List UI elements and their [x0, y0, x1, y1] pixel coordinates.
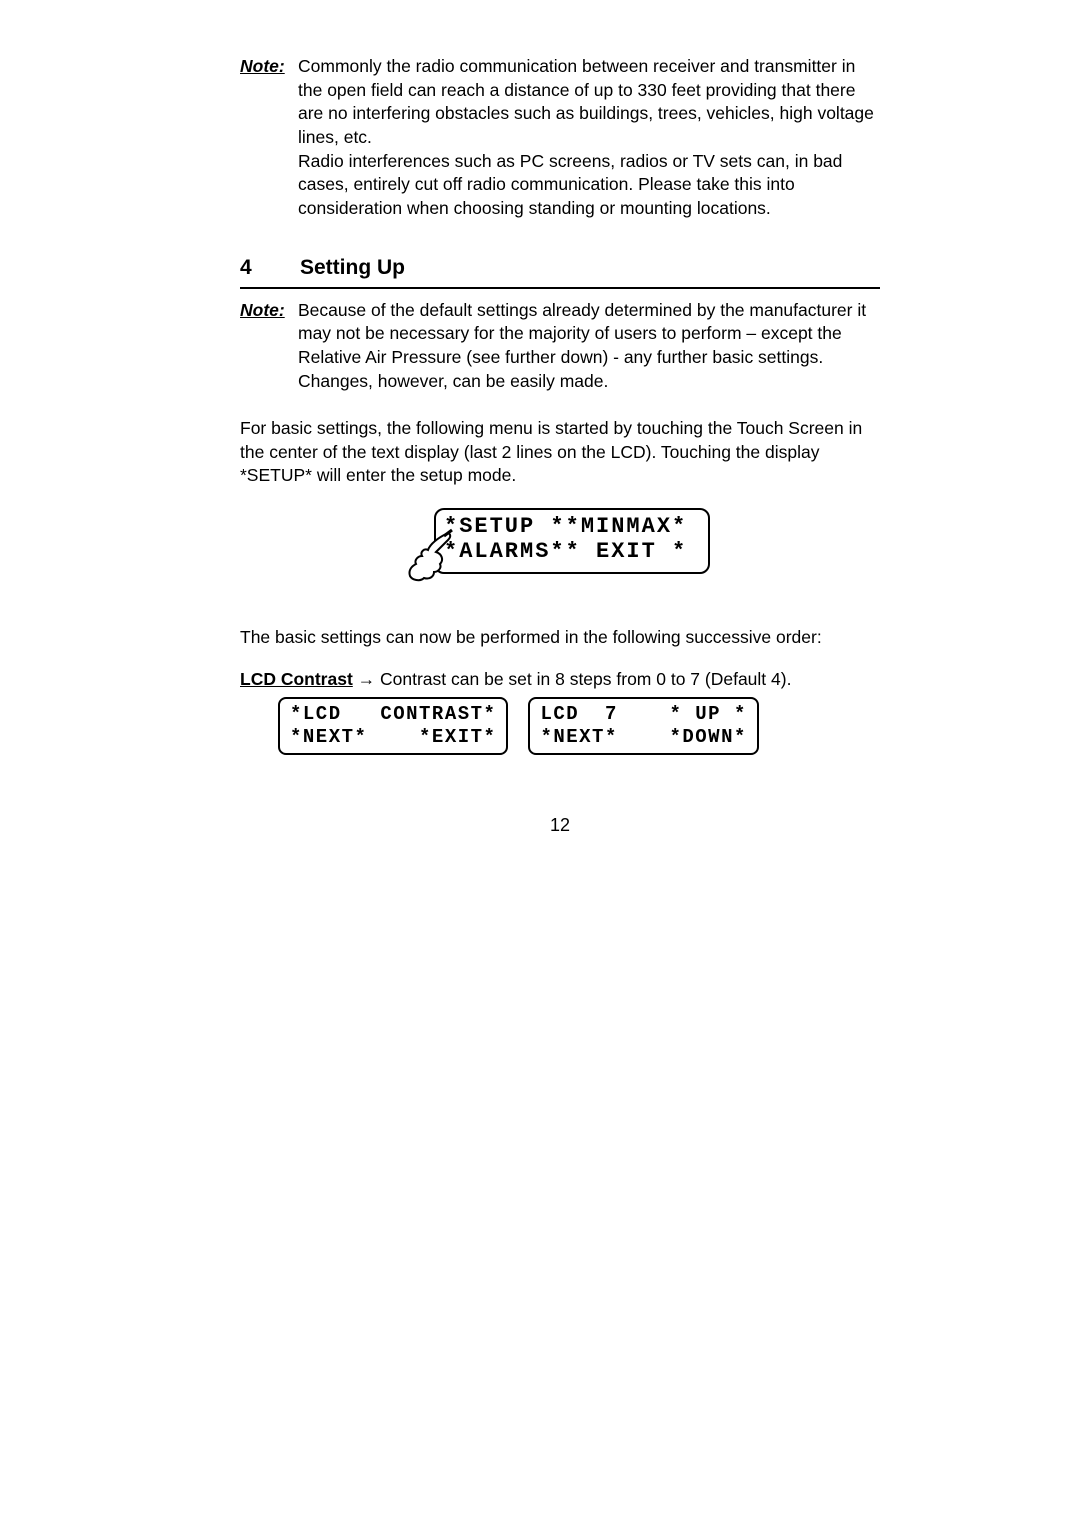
section-number: 4 — [240, 254, 300, 282]
lcd-right-line1: LCD 7 * UP * — [540, 703, 746, 726]
lcd-small-left: *LCD CONTRAST* *NEXT* *EXIT* — [278, 697, 508, 755]
section-underline — [240, 287, 880, 289]
lcd-main-line1: *SETUP **MINMAX* — [444, 514, 700, 539]
paragraph-1: For basic settings, the following menu i… — [240, 417, 880, 488]
manual-page: Note: Commonly the radio communication b… — [240, 55, 880, 837]
note1-body: Commonly the radio communication between… — [298, 55, 880, 220]
lcd-left-line1: *LCD CONTRAST* — [290, 703, 496, 726]
lcd-main-box: *SETUP **MINMAX* *ALARMS** EXIT * — [434, 508, 710, 574]
lcd-contrast-label: LCD Contrast — [240, 669, 353, 689]
lcd-small-right: LCD 7 * UP * *NEXT* *DOWN* — [528, 697, 758, 755]
note-block-1: Note: Commonly the radio communication b… — [240, 55, 880, 220]
pointing-hand-icon — [402, 528, 462, 588]
lcd-contrast-rest: → Contrast can be set in 8 steps from 0 … — [353, 669, 792, 689]
note-block-2: Note: Because of the default settings al… — [240, 299, 880, 394]
page-number: 12 — [240, 813, 880, 837]
lcd-main-figure: *SETUP **MINMAX* *ALARMS** EXIT * — [240, 508, 880, 598]
lcd-small-row: *LCD CONTRAST* *NEXT* *EXIT* LCD 7 * UP … — [278, 697, 880, 755]
lcd-left-line2: *NEXT* *EXIT* — [290, 726, 496, 749]
lcd-main-line2: *ALARMS** EXIT * — [444, 539, 700, 564]
section-title: Setting Up — [300, 254, 405, 282]
paragraph-2: The basic settings can now be performed … — [240, 626, 880, 650]
note2-label: Note: — [240, 299, 298, 394]
note2-body: Because of the default settings already … — [298, 299, 880, 394]
note1-label: Note: — [240, 55, 298, 220]
section-heading: 4 Setting Up — [240, 254, 880, 282]
lcd-right-line2: *NEXT* *DOWN* — [540, 726, 746, 749]
lcd-contrast-line: LCD Contrast → Contrast can be set in 8 … — [240, 668, 880, 692]
